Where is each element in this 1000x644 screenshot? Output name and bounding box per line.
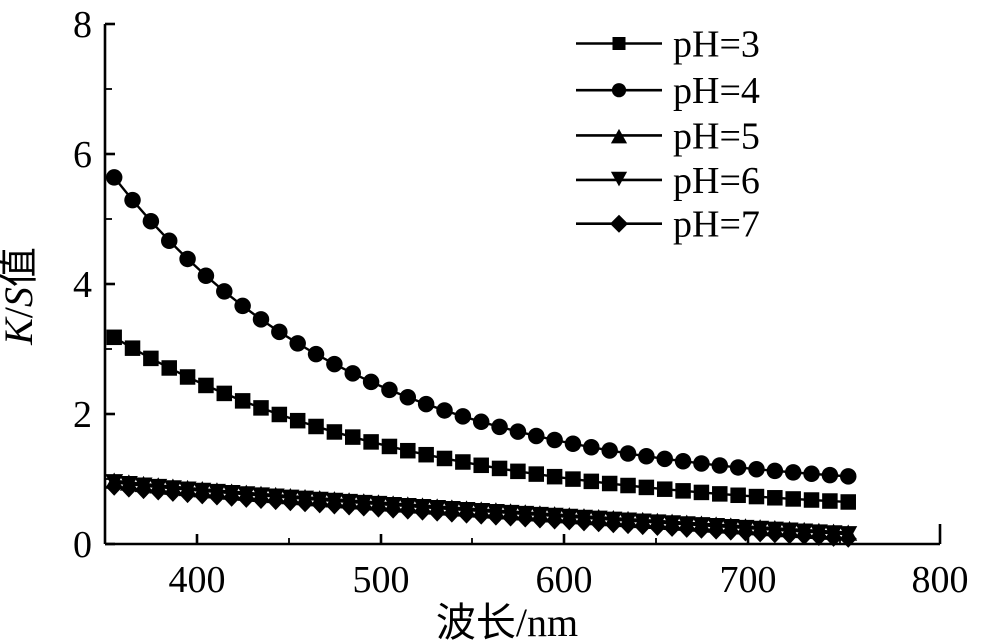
svg-text:500: 500 xyxy=(353,559,410,601)
svg-text:pH=7: pH=7 xyxy=(673,204,760,246)
svg-text:400: 400 xyxy=(169,559,226,601)
svg-text:600: 600 xyxy=(536,559,593,601)
svg-text:波长/nm: 波长/nm xyxy=(436,600,578,644)
svg-text:pH=6: pH=6 xyxy=(673,160,760,202)
svg-text:pH=4: pH=4 xyxy=(673,70,760,112)
svg-text:K/S值: K/S值 xyxy=(0,247,41,346)
svg-text:800: 800 xyxy=(912,559,969,601)
svg-text:2: 2 xyxy=(73,394,92,436)
svg-text:8: 8 xyxy=(73,4,92,46)
svg-text:0: 0 xyxy=(73,524,92,566)
svg-text:pH=3: pH=3 xyxy=(673,24,760,66)
svg-text:4: 4 xyxy=(73,264,92,306)
svg-text:pH=5: pH=5 xyxy=(673,115,760,157)
svg-text:6: 6 xyxy=(73,134,92,176)
svg-text:700: 700 xyxy=(720,559,777,601)
